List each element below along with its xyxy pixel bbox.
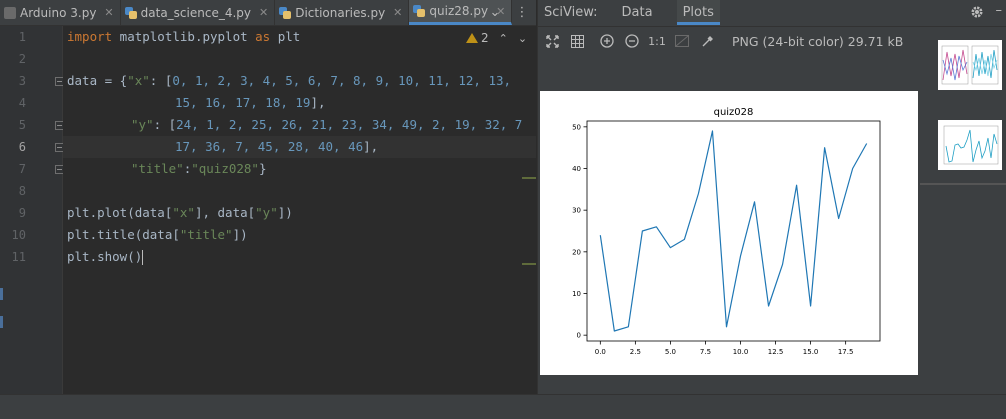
left-edge-marker (0, 316, 3, 328)
close-icon[interactable]: ✕ (393, 6, 403, 19)
warning-icon (466, 33, 478, 43)
series-line (599, 130, 868, 332)
plot-thumbnails (938, 40, 1006, 182)
x-tick-label: 17.5 (838, 348, 854, 356)
plot-thumbnail[interactable] (938, 40, 1002, 90)
image-info: PNG (24-bit color) 29.71 kB (732, 33, 904, 49)
code-line-3: data = {"x": [0, 1, 2, 3, 4, 5, 6, 7, 8,… (67, 73, 512, 88)
y-tick-label: 50 (572, 123, 581, 131)
text-caret (142, 250, 144, 265)
tab-data-science-4[interactable]: data_science_4.py ✕ (121, 0, 276, 25)
x-tick-label: 2.5 (630, 348, 641, 356)
code-line-7: "title":"quiz028"} (131, 161, 267, 176)
line-number: 8 (18, 184, 26, 198)
python-file-icon (413, 5, 426, 17)
y-tick-label: 10 (572, 290, 581, 298)
plot-thumbnail[interactable] (938, 120, 1002, 170)
x-tick-label: 0.0 (595, 348, 606, 356)
tab-menu: ⌄ ⋮ (482, 0, 536, 25)
sciview-panel: SciView: Data Plots – 1:1 PNG (24-bit co… (537, 0, 1006, 394)
actual-size-button[interactable]: 1:1 (648, 34, 666, 48)
y-tick-label: 0 (577, 332, 581, 340)
y-tick-label: 20 (572, 248, 581, 256)
tab-label: quiz28.py (429, 4, 489, 18)
tab-quiz28[interactable]: quiz28.py ✕ (409, 0, 513, 25)
line-number: 10 (11, 228, 26, 242)
more-vertical-icon[interactable]: ⋮ (515, 5, 529, 20)
thumbnail-image (941, 45, 999, 85)
line-number-gutter: 1 2 3 4 5 6 7 8 9 10 11 (0, 26, 64, 394)
y-tick-label: 40 (572, 165, 581, 173)
line-number: 2 (18, 52, 26, 66)
x-tick-label: 10.0 (733, 348, 749, 356)
line-number: 1 (18, 30, 26, 44)
tab-dictionaries[interactable]: Dictionaries.py ✕ (275, 0, 410, 25)
code-line-11: plt.show() (67, 249, 144, 265)
plot-image[interactable]: quiz028 0.0 2.5 5.0 7.5 10.0 12.5 15.0 17.5 0 10 20… (540, 91, 918, 375)
color-picker-icon[interactable] (696, 30, 718, 52)
tab-arduino-3[interactable]: Arduino 3.py ✕ (0, 0, 121, 25)
minimize-icon[interactable]: – (995, 3, 1003, 18)
sciview-header: SciView: Data Plots (538, 0, 1006, 25)
zoom-in-icon[interactable] (596, 30, 618, 52)
zoom-out-icon[interactable] (621, 30, 643, 52)
code-line-4: 15, 16, 17, 18, 19], (175, 95, 326, 110)
line-number: 9 (18, 206, 26, 220)
tab-data[interactable]: Data (621, 5, 653, 20)
plot-area-frame (586, 120, 881, 342)
x-tick-label: 7.5 (700, 348, 711, 356)
editor-tab-bar: Arduino 3.py ✕ data_science_4.py ✕ Dicti… (0, 0, 536, 26)
chevron-down-icon[interactable]: ⌄ (489, 5, 501, 20)
chevron-up-icon[interactable]: ⌃ (498, 31, 508, 45)
code-line-5: "y": [24, 1, 2, 25, 26, 21, 23, 34, 49, … (131, 117, 523, 132)
inspection-marker[interactable] (522, 263, 536, 265)
line-number: 3 (18, 74, 26, 88)
code-line-1: import matplotlib.pyplot as plt (67, 29, 301, 44)
tab-label: Arduino 3.py (20, 5, 97, 20)
grid-icon[interactable] (566, 30, 588, 52)
gear-icon[interactable] (970, 5, 984, 19)
left-edge-marker (0, 288, 3, 300)
line-number: 6 (18, 140, 26, 154)
tab-label: Dictionaries.py (295, 5, 386, 20)
close-icon[interactable]: ✕ (496, 4, 506, 18)
current-line-highlight (63, 136, 536, 158)
thumbnail-image (943, 125, 999, 165)
code-editor[interactable]: import matplotlib.pyplot as plt data = {… (63, 26, 536, 394)
inspection-widget[interactable]: 2 ⌃ ⌄ (466, 31, 527, 45)
line-chart: quiz028 0.0 2.5 5.0 7.5 10.0 12.5 15.0 17.5 0 10 20… (572, 107, 881, 356)
sciview-title: SciView: (544, 5, 598, 20)
image-background-icon[interactable] (671, 30, 693, 52)
status-bar (0, 394, 1006, 419)
line-number: 4 (18, 96, 26, 110)
python-file-icon (279, 6, 292, 19)
code-line-10: plt.title(data["title"]) (67, 227, 248, 242)
x-tick-label: 5.0 (665, 348, 676, 356)
close-icon[interactable]: ✕ (104, 6, 114, 19)
line-number: 11 (11, 250, 26, 264)
code-line-6: 17, 36, 7, 45, 28, 40, 46], (175, 139, 379, 154)
plot-toolbar: 1:1 PNG (24-bit color) 29.71 kB (538, 26, 1006, 55)
fit-zoom-icon[interactable] (541, 30, 563, 52)
python-file-icon (124, 6, 137, 19)
file-icon (4, 6, 16, 19)
line-number: 5 (18, 118, 26, 132)
tab-plots[interactable]: Plots (676, 0, 720, 25)
chevron-down-icon[interactable]: ⌄ (517, 31, 528, 45)
inspection-marker[interactable] (522, 177, 536, 179)
close-icon[interactable]: ✕ (259, 6, 269, 19)
line-number: 7 (18, 162, 26, 176)
code-line-9: plt.plot(data["x"], data["y"]) (67, 205, 293, 220)
x-tick-label: 15.0 (803, 348, 819, 356)
x-tick-label: 12.5 (768, 348, 784, 356)
thumbnail-divider (920, 183, 1006, 185)
y-tick-label: 30 (572, 207, 581, 215)
tab-label: data_science_4.py (140, 5, 251, 20)
chart-title: quiz028 (714, 107, 754, 118)
inspection-count: 2 (481, 31, 489, 45)
